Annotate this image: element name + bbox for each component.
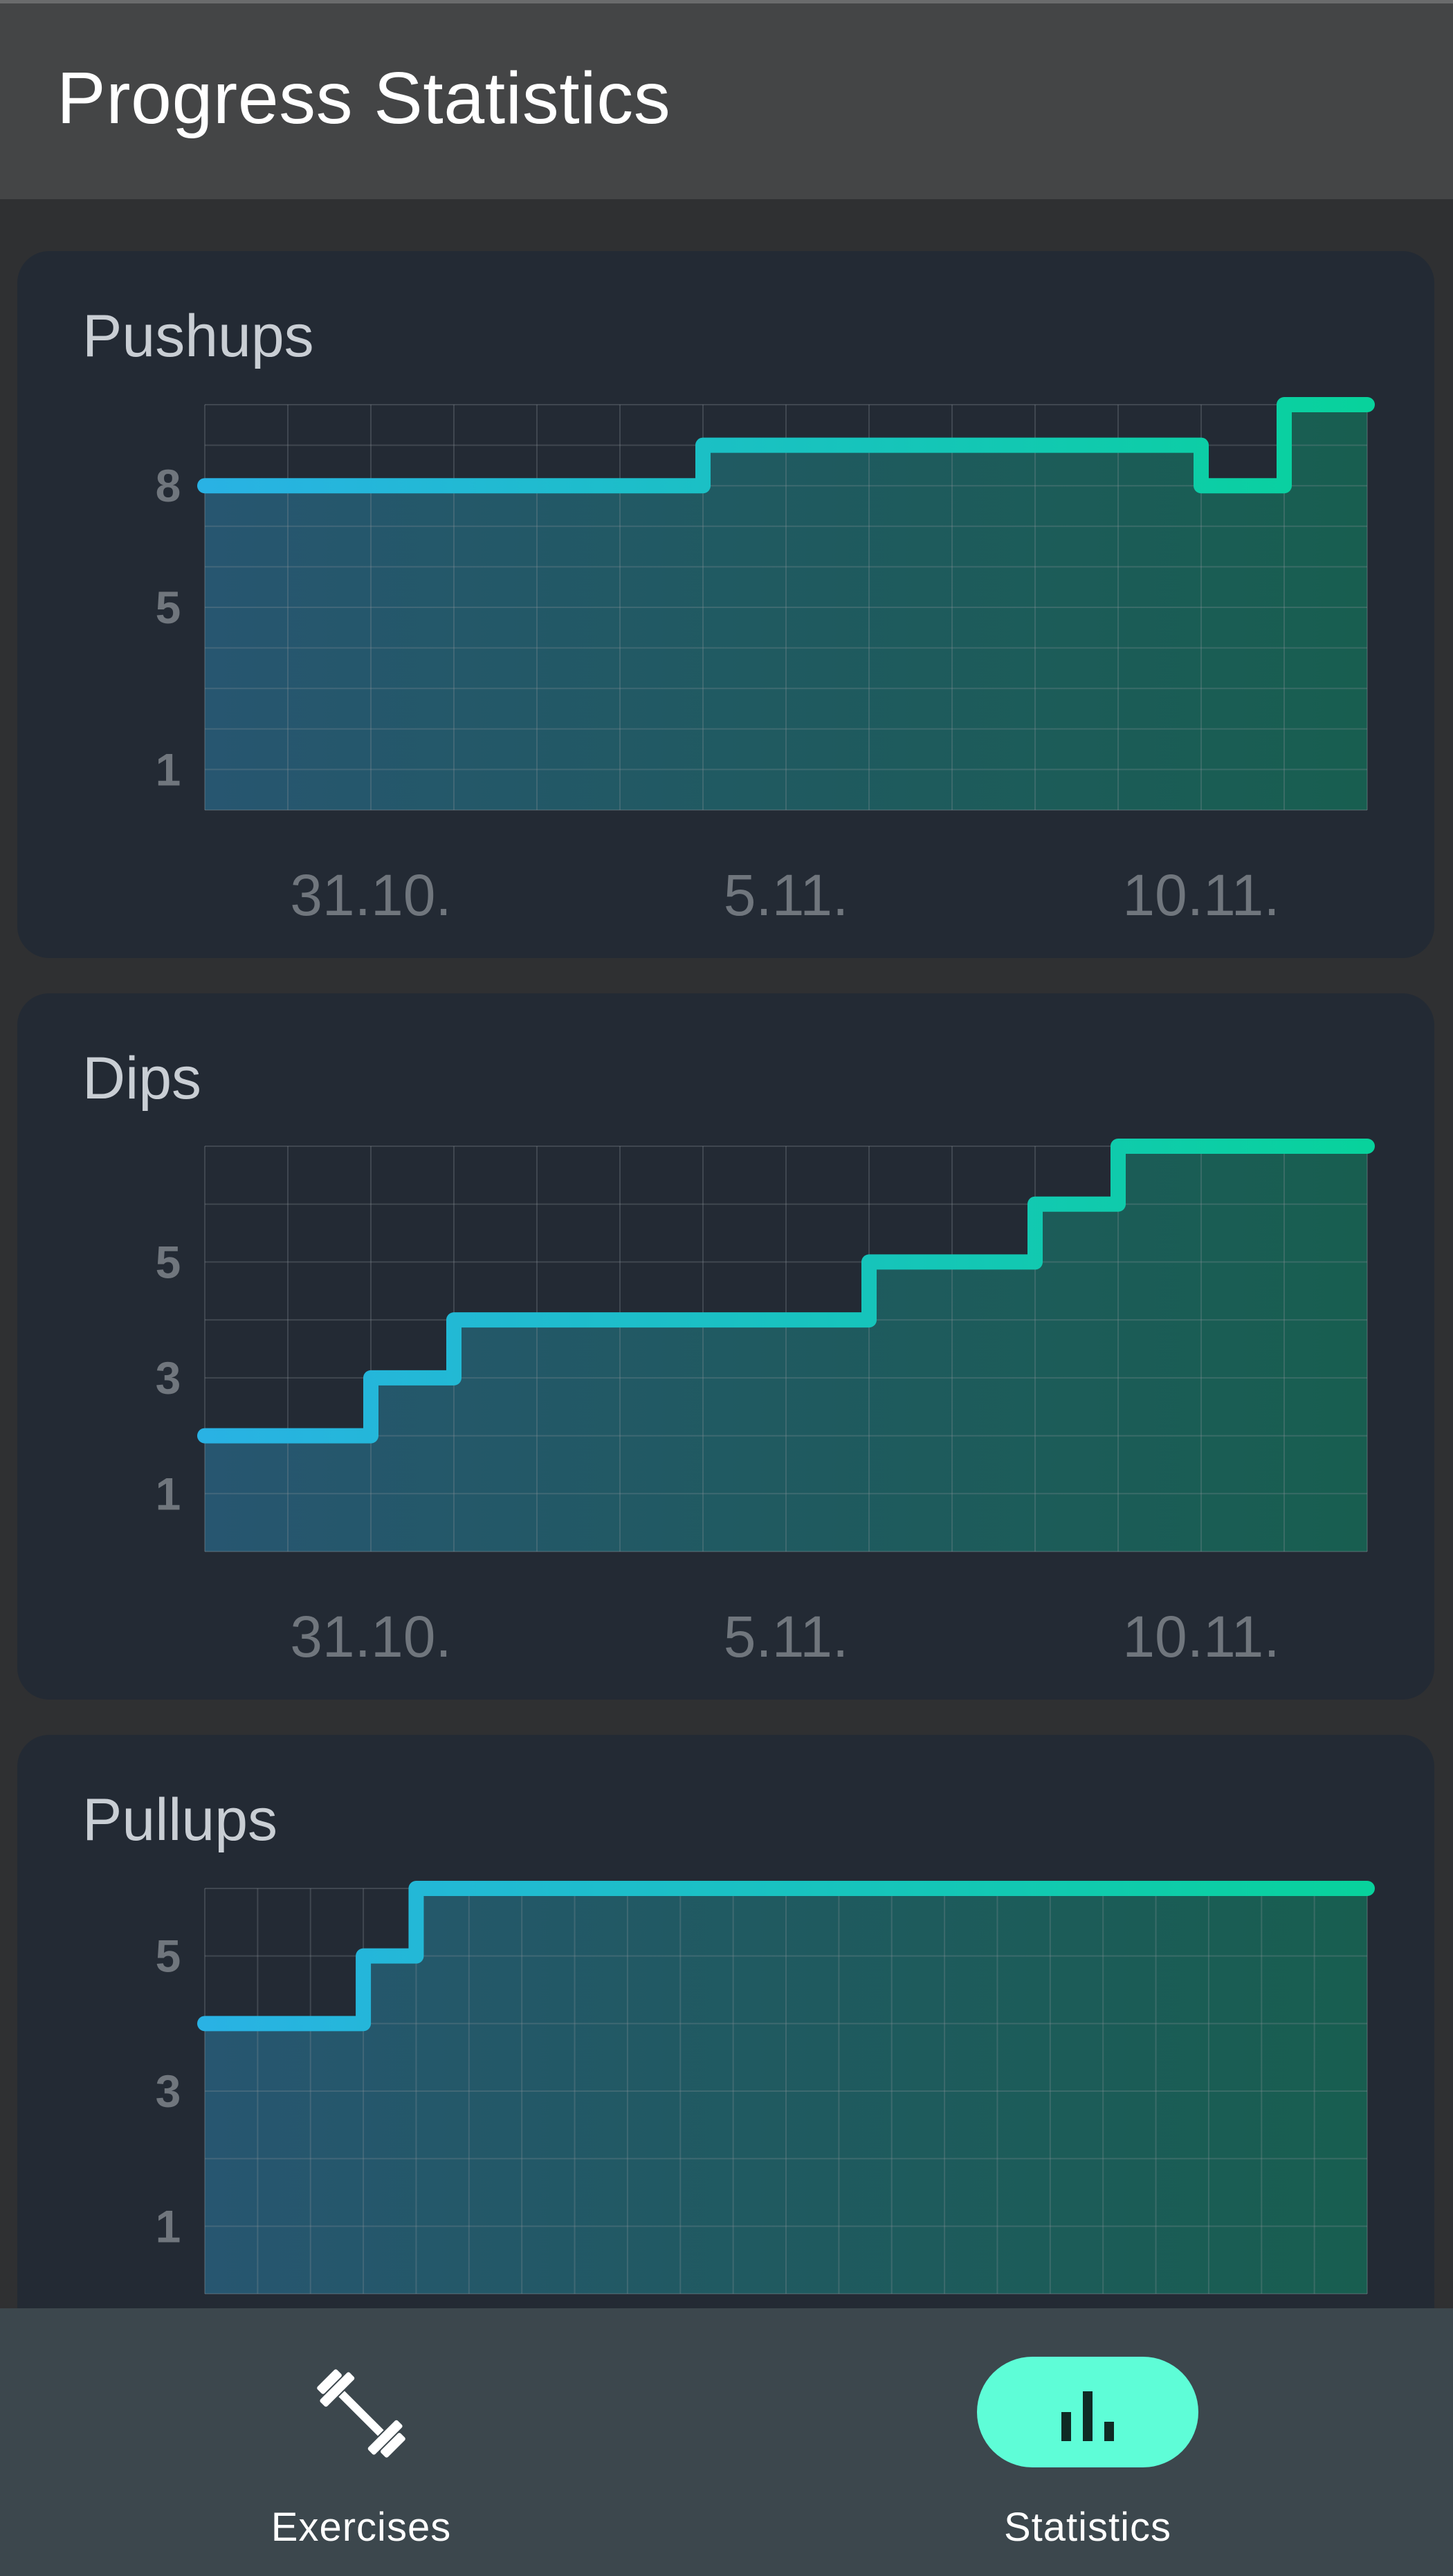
nav-item-exercises[interactable]: Exercises — [119, 2308, 603, 2576]
nav-icon-container — [250, 2357, 472, 2467]
nav-label: Statistics — [1003, 2505, 1172, 2550]
x-tick-label: 31.10. — [290, 1604, 452, 1669]
area-fill — [205, 1888, 1367, 2294]
area-fill — [205, 405, 1367, 810]
chart-title: Pushups — [82, 303, 314, 369]
dips-chart: 1 3 5 31.10. 5.11. 10.11. — [156, 1139, 1375, 1669]
series-line — [197, 397, 1375, 494]
y-tick-label: 8 — [156, 460, 181, 511]
y-tick-label: 5 — [156, 1236, 181, 1287]
y-tick-label: 5 — [156, 582, 181, 633]
bar-chart-icon — [1061, 2391, 1114, 2441]
x-tick-label: 5.11. — [724, 863, 849, 928]
dumbbell-icon — [317, 2369, 405, 2458]
chart-title: Pullups — [82, 1787, 278, 1853]
y-tick-label: 1 — [156, 2200, 181, 2252]
y-tick-label: 3 — [156, 1352, 181, 1404]
series-line — [197, 1881, 1375, 2032]
chart-title: Dips — [82, 1045, 202, 1112]
nav-item-statistics[interactable]: Statistics — [846, 2308, 1330, 2576]
series-line — [197, 1139, 1375, 1444]
pushups-chart-card: Pushups 1 5 8 31.10. 5.11. 10.11. — [17, 251, 1434, 958]
page-title: Progress Statistics — [57, 57, 671, 139]
x-tick-label: 5.11. — [724, 1604, 849, 1669]
app-bar: Progress Statistics — [0, 0, 1453, 199]
x-tick-label: 10.11. — [1122, 1604, 1279, 1669]
chart-grid — [204, 1146, 1368, 1552]
y-tick-label: 1 — [156, 1468, 181, 1519]
dips-chart-card: Dips 1 3 5 31.10. 5.11. 10.11. — [17, 993, 1434, 1700]
area-fill — [205, 1146, 1367, 1552]
pushups-chart: 1 5 8 31.10. 5.11. 10.11. — [156, 397, 1375, 928]
pullups-chart: 1 3 5 — [156, 1881, 1375, 2294]
bottom-navigation: Exercises Statistics — [0, 2308, 1453, 2576]
nav-icon-container-active — [977, 2357, 1198, 2467]
y-tick-label: 3 — [156, 2066, 181, 2117]
x-tick-label: 10.11. — [1122, 863, 1279, 928]
x-tick-label: 31.10. — [290, 863, 452, 928]
nav-label: Exercises — [271, 2505, 452, 2550]
y-tick-label: 1 — [156, 744, 181, 795]
y-tick-label: 5 — [156, 1931, 181, 1982]
